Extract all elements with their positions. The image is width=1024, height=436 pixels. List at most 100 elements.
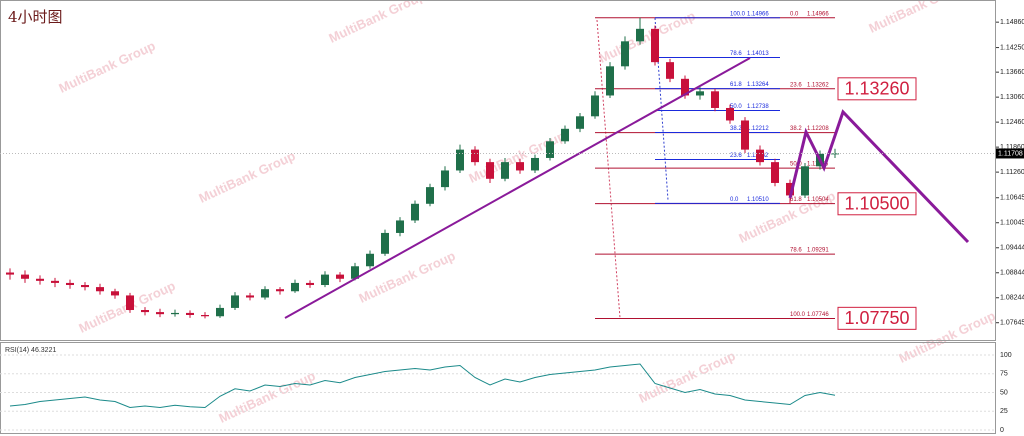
rsi-tick-label: 50: [1000, 389, 1008, 396]
candle-body: [6, 272, 14, 275]
fib-price: 1.10504: [807, 197, 829, 203]
fib-level: 100.0: [790, 312, 806, 318]
fib-level: 78.6: [730, 51, 742, 57]
candle-body: [21, 274, 29, 279]
candle-body: [726, 107, 734, 121]
annotation-label: 1.10500: [844, 194, 909, 214]
candle-body: [306, 282, 314, 286]
y-tick-label: 1.08244: [1000, 295, 1024, 302]
rsi-tick-label: 0: [1000, 427, 1004, 434]
trendline: [284, 57, 751, 319]
candle-body: [681, 78, 689, 96]
candle-body: [696, 91, 704, 96]
fib-level: 50.0: [730, 104, 742, 110]
rsi-frame: [0, 342, 996, 434]
fib-level: 61.8: [790, 197, 802, 203]
y-tick-label: 1.14860: [1000, 19, 1024, 26]
fib-price: 1.10510: [747, 197, 769, 203]
fib-level: 38.2: [730, 126, 742, 132]
candle-body: [141, 310, 149, 313]
candle-body: [636, 28, 644, 42]
fib-level: 50.0: [790, 162, 802, 168]
rsi-tick-label: 75: [1000, 371, 1008, 378]
candle-body: [411, 203, 419, 221]
rsi-tick-label: 25: [1000, 408, 1008, 415]
plot: 0.01.1496623.61.1326238.21.1220850.01.11…: [6, 11, 839, 320]
fib-price: 1.14966: [747, 11, 769, 17]
rsi-line: [9, 363, 836, 409]
candle-body: [201, 315, 209, 317]
current-price-box: [996, 148, 1024, 159]
fib-price: 1.13264: [747, 82, 769, 88]
fib-level: 0.0: [730, 197, 739, 203]
candle-body: [381, 232, 389, 254]
candle-body: [351, 266, 359, 279]
candle-body: [516, 162, 524, 171]
dotted-line: [596, 19, 621, 319]
candle-body: [501, 162, 509, 179]
chart-title: 4小时图: [8, 8, 63, 26]
candle-body: [66, 282, 74, 286]
fib-price: 1.07746: [807, 312, 829, 318]
fib-price: 1.12738: [747, 104, 769, 110]
candle-body: [651, 28, 659, 63]
candle-body: [96, 287, 104, 292]
candle-body: [276, 289, 284, 292]
candle-body: [831, 153, 839, 155]
main-frame: [0, 0, 996, 341]
y-tick-label: 1.09444: [1000, 245, 1024, 252]
fib-level: 23.6: [790, 82, 802, 88]
y-tick-label: 1.07645: [1000, 320, 1024, 327]
candle-body: [531, 157, 539, 171]
candle-body: [111, 291, 119, 296]
y-tick-label: 1.10045: [1000, 220, 1024, 227]
y-tick-label: 1.11860: [1000, 144, 1024, 151]
candle-body: [366, 253, 374, 267]
fib-price: 1.09291: [807, 248, 829, 254]
candle-body: [576, 116, 584, 129]
candle-body: [261, 289, 269, 298]
candle-body: [321, 274, 329, 286]
candle-body: [561, 128, 569, 142]
candle-body: [171, 312, 179, 315]
candle-body: [186, 312, 194, 316]
candle-body: [426, 187, 434, 204]
candle-body: [711, 91, 719, 108]
y-tick-label: 1.08844: [1000, 270, 1024, 277]
dotted-line: [654, 17, 669, 201]
y-tick-label: 1.10645: [1000, 195, 1024, 202]
y-tick-label: 1.13060: [1000, 94, 1024, 101]
candle-body: [336, 274, 344, 279]
candle-body: [441, 170, 449, 188]
candle-body: [126, 295, 134, 311]
candle-body: [231, 295, 239, 308]
y-tick-label: 1.14250: [1000, 44, 1024, 51]
candle-body: [396, 220, 404, 233]
candle-body: [156, 312, 164, 315]
candle-body: [291, 282, 299, 292]
forecast-path: [788, 109, 970, 244]
candle-body: [246, 295, 254, 298]
annotation-label: 1.13260: [844, 79, 909, 99]
rsi-tick-label: 100: [1000, 352, 1012, 359]
candle-body: [756, 149, 764, 163]
candle-body: [741, 120, 749, 150]
candle-body: [621, 41, 629, 67]
y-tick-label: 1.13660: [1000, 69, 1024, 76]
y-tick-label: 1.11260: [1000, 169, 1024, 176]
fib-level: 0.0: [790, 11, 799, 17]
candle-body: [81, 285, 89, 288]
fib-level: 23.6: [730, 153, 742, 159]
candle-body: [771, 162, 779, 183]
rsi-label: RSI(14) 46.3221: [5, 347, 56, 354]
candle-body: [591, 95, 599, 117]
annotation-box: [837, 306, 917, 330]
y-tick-label: 1.12460: [1000, 119, 1024, 126]
candle-body: [801, 166, 809, 196]
fib-level: 61.8: [730, 82, 742, 88]
fib-level: 38.2: [790, 126, 802, 132]
fib-level: 100.0: [730, 11, 746, 17]
current-price-label: 1.11708: [998, 150, 1023, 157]
